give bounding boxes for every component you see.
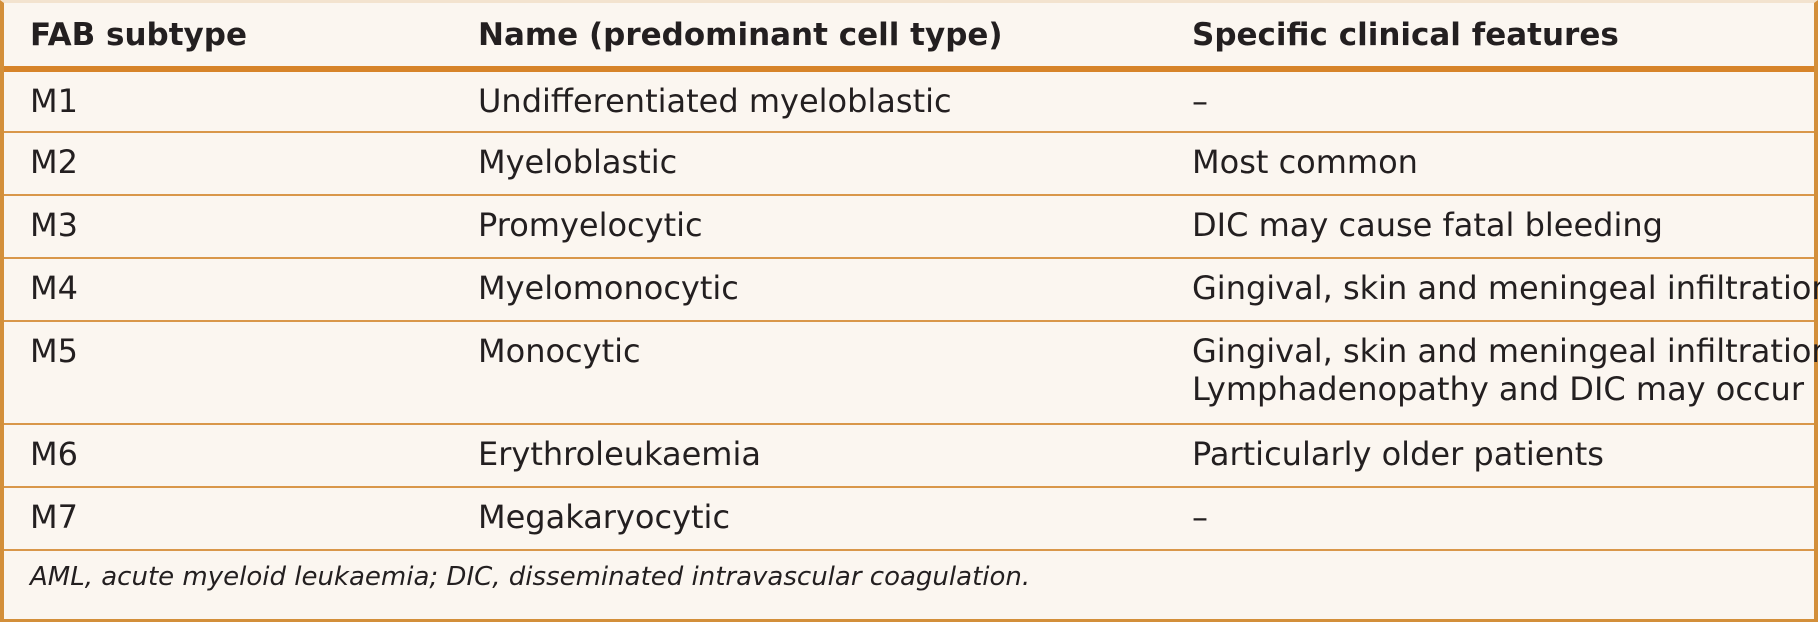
subtype-cell: M6 [30,435,78,473]
subtype-cell: M3 [30,206,78,244]
table-row: M2 Myeloblastic Most common [4,133,1814,196]
table-footnote: AML, acute myeloid leukaemia; DIC, disse… [30,562,1031,592]
features-cell: Most common [1192,143,1418,181]
name-cell: Promyelocytic [478,206,703,244]
table-row: M5 Monocytic Gingival, skin and meningea… [4,322,1820,425]
feature-text: Most common [1192,143,1418,181]
feature-text: Particularly older patients [1192,435,1604,473]
subtype-cell: M7 [30,498,78,536]
feature-text: Gingival, skin and meningeal infiltratio… [1192,269,1820,307]
name-cell: Myeloblastic [478,143,678,181]
feature-text: – [1192,82,1208,120]
name-cell: Erythroleukaemia [478,435,761,473]
features-cell: – [1192,82,1208,120]
table-row: M6 Erythroleukaemia Particularly older p… [4,425,1814,488]
table-header-row: FAB subtype Name (predominant cell type)… [4,3,1814,72]
feature-text: – [1192,498,1208,536]
name-cell: Monocytic [478,332,641,370]
subtype-cell: M1 [30,82,78,120]
table-row: M7 Megakaryocytic – [4,488,1814,551]
features-cell: Gingival, skin and meningeal infiltratio… [1192,269,1820,307]
subtype-cell: M5 [30,332,78,370]
name-cell: Myelomonocytic [478,269,739,307]
header-fab-subtype: FAB subtype [30,17,247,53]
features-cell: DIC may cause fatal bleeding [1192,206,1663,244]
feature-text: Gingival, skin and meningeal infiltratio… [1192,332,1820,370]
table-row: M1 Undifferentiated myeloblastic – [4,72,1814,133]
feature-text: DIC may cause fatal bleeding [1192,206,1663,244]
name-cell: Megakaryocytic [478,498,731,536]
header-clinical-features: Specific clinical features [1192,17,1619,53]
subtype-cell: M4 [30,269,78,307]
subtype-cell: M2 [30,143,78,181]
header-name: Name (predominant cell type) [478,17,1003,53]
name-cell: Undifferentiated myeloblastic [478,82,952,120]
feature-text: Lymphadenopathy and DIC may occur [1192,370,1804,408]
features-cell: Particularly older patients [1192,435,1604,473]
table-row: M3 Promyelocytic DIC may cause fatal ble… [4,196,1814,259]
table-row: M4 Myelomonocytic Gingival, skin and men… [4,259,1820,322]
features-cell: Gingival, skin and meningeal infiltratio… [1192,332,1820,408]
features-cell: – [1192,498,1208,536]
